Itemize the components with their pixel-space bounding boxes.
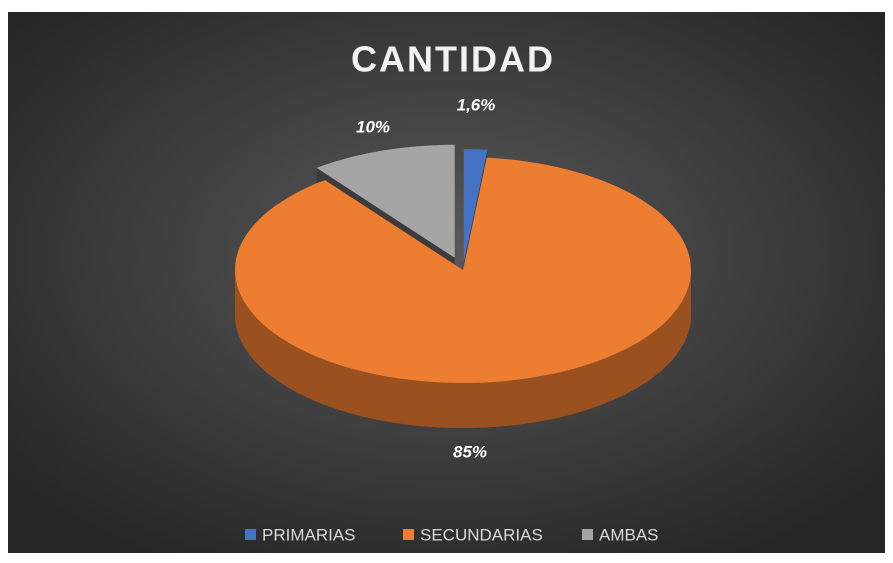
chart-title: CANTIDAD [351, 39, 555, 80]
legend-swatch [582, 529, 593, 540]
legend-swatch [245, 529, 256, 540]
legend-label: SECUNDARIAS [420, 525, 543, 544]
legend-label: PRIMARIAS [262, 525, 356, 544]
data-label: 85% [453, 442, 487, 461]
slice-side [235, 270, 691, 428]
legend-swatch [403, 529, 414, 540]
data-label: 10% [356, 117, 390, 136]
slice [235, 157, 691, 383]
legend-label: AMBAS [599, 525, 659, 544]
slice-shade [235, 270, 691, 428]
slice [463, 149, 488, 263]
data-label: 1,6% [457, 95, 496, 114]
slice [316, 144, 455, 258]
